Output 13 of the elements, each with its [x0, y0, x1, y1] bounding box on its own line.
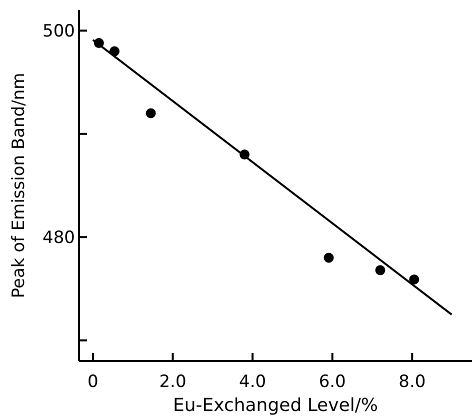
x-tick-label: 4.0 [239, 372, 266, 392]
x-tick-label: 0 [88, 372, 98, 392]
point [146, 108, 156, 118]
point [375, 265, 386, 276]
x-tick-label: 6.0 [318, 372, 346, 392]
y-tick-label: 500 [42, 22, 75, 42]
x-tick-label: 2.0 [159, 372, 186, 392]
y-tick-label: 480 [42, 228, 75, 248]
point [409, 274, 420, 284]
x-tick-label: 8.0 [398, 372, 426, 392]
y-axis-title: Peak of Emission Band/nm [9, 72, 29, 298]
point [324, 252, 334, 263]
x-axis-title: Eu-Exchanged Level/% [172, 395, 378, 416]
